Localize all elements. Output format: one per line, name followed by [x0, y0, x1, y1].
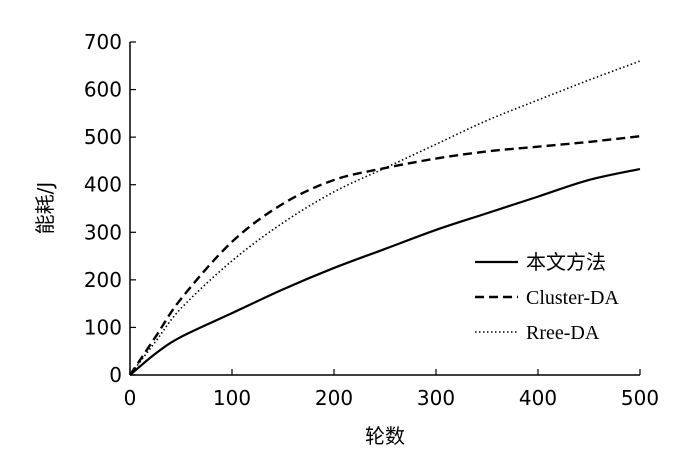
series-layer [129, 60, 641, 376]
legend-label-2: Cluster-DA [526, 287, 619, 309]
x-tick-label: 200 [315, 386, 353, 410]
x-tick-label: 400 [519, 386, 557, 410]
y-tick-label: 700 [84, 30, 122, 54]
y-tick-label: 0 [109, 363, 122, 387]
y-tick-label: 500 [84, 125, 122, 149]
x-tick-label: 300 [417, 386, 455, 410]
legend-label-1: 本文方法 [526, 251, 606, 274]
legend-label-3: Rree-DA [526, 322, 600, 344]
y-tick-label: 100 [84, 315, 122, 339]
y-tick-label: 400 [84, 173, 122, 197]
y-tick-label: 600 [84, 78, 122, 102]
x-tick-label: 500 [621, 386, 659, 410]
y-tick-label: 300 [84, 220, 122, 244]
series-line-3 [129, 60, 641, 376]
x-axis-title: 轮数 [365, 424, 405, 448]
series-line-1 [129, 167, 641, 376]
x-tick-label: 100 [213, 386, 251, 410]
x-tick-label: 0 [124, 386, 137, 410]
y-axis-title: 能耗/J [33, 182, 57, 235]
axes: 0 100 200 300 400 500 600 700 0 100 200 300 400 500 [84, 30, 659, 410]
y-tick-label: 200 [84, 268, 122, 292]
series-line-2 [129, 134, 641, 376]
legend: 本文方法 Cluster-DA Rree-DA [475, 251, 619, 344]
